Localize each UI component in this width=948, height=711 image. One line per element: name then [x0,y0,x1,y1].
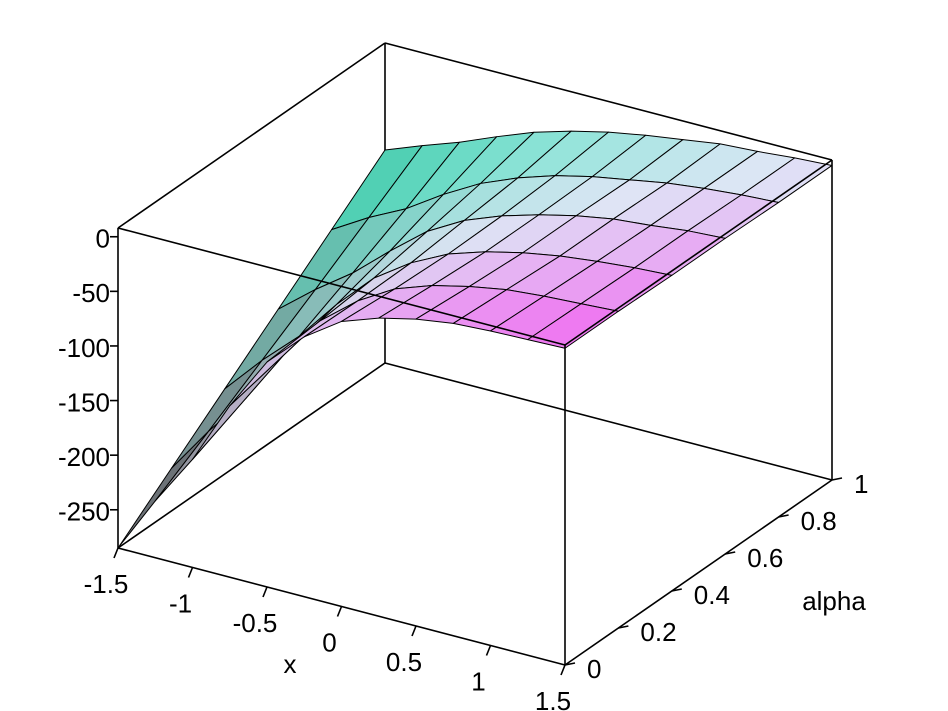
alpha-tick [778,514,789,518]
x-axis-label: x [284,649,297,679]
box-edge [384,362,833,481]
alpha-tick-label: 0.6 [747,543,783,573]
x-tick-label: -1.5 [84,569,129,599]
x-tick-label: 0.5 [386,647,422,677]
alpha-tick-label: 0 [587,654,601,684]
x-tick-label: 0 [322,627,336,657]
alpha-tick-label: 1 [854,469,868,499]
x-tick [560,664,566,676]
alpha-tick-label: 0.2 [640,617,676,647]
z-tick-label: -50 [72,278,110,308]
x-tick-label: 1 [471,666,485,696]
z-tick-label: -200 [58,442,110,472]
alpha-tick-label: 0.8 [801,506,837,536]
x-tick [113,547,119,559]
z-tick-label: 0 [96,224,110,254]
x-tick [336,606,343,617]
box-edge [384,42,833,161]
x-tick [411,625,417,637]
z-tick-label: -100 [58,333,110,363]
alpha-axis-label: alpha [802,586,866,616]
x-tick-label: 1.5 [535,686,571,711]
box-edge [117,362,386,549]
alpha-tick [618,625,629,629]
x-tick [187,567,194,578]
x-tick-label: -1 [169,588,192,618]
surface-cell [527,303,619,349]
x-tick [262,586,268,598]
alpha-tick [564,662,576,666]
x-tick [485,645,492,656]
box-edge [117,227,566,346]
alpha-tick-label: 0.4 [694,580,730,610]
alpha-tick [831,477,843,481]
surface-cell [224,288,316,390]
x-tick-label: -0.5 [233,608,278,638]
alpha-tick [671,588,682,592]
box-edge [117,42,386,229]
surface-cell [170,359,263,469]
z-tick-label: -250 [58,497,110,527]
box-edge [564,479,833,666]
alpha-tick [725,551,736,555]
box-edge [564,159,833,346]
z-tick-label: -150 [58,387,110,417]
